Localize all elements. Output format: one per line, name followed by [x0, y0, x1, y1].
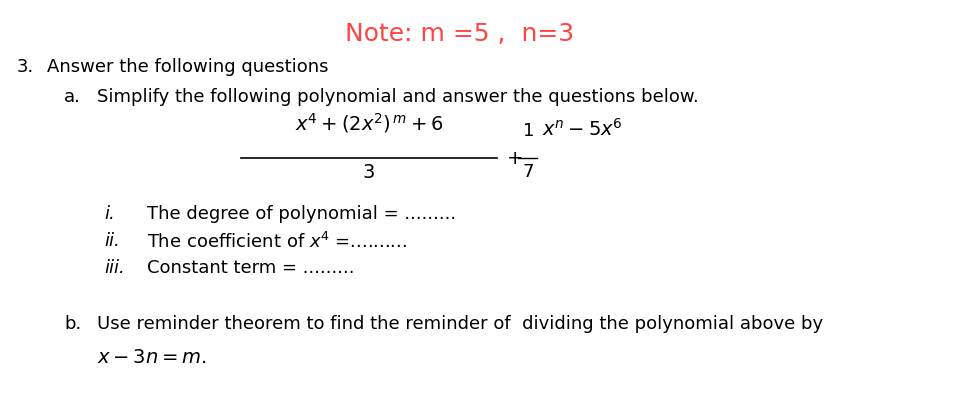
Text: iii.: iii. — [104, 259, 124, 277]
Text: The degree of polynomial = .........: The degree of polynomial = ......... — [147, 205, 456, 223]
Text: $x^4 + (2x^2)^{\,m} + 6$: $x^4 + (2x^2)^{\,m} + 6$ — [295, 111, 443, 135]
Text: Use reminder theorem to find the reminder of  dividing the polynomial above by: Use reminder theorem to find the reminde… — [97, 315, 823, 333]
Text: ii.: ii. — [104, 232, 120, 250]
Text: $7$: $7$ — [522, 163, 534, 181]
Text: $3$: $3$ — [363, 163, 375, 182]
Text: $x - 3n = m.$: $x - 3n = m.$ — [97, 348, 207, 367]
Text: a.: a. — [64, 88, 82, 106]
Text: Answer the following questions: Answer the following questions — [48, 58, 329, 76]
Text: 3.: 3. — [17, 58, 34, 76]
Text: i.: i. — [104, 205, 115, 223]
Text: Simplify the following polynomial and answer the questions below.: Simplify the following polynomial and an… — [97, 88, 699, 106]
Text: The coefficient of $x^4$ =..........: The coefficient of $x^4$ =.......... — [147, 232, 406, 252]
Text: $1$: $1$ — [522, 122, 534, 140]
Text: $x^n - 5x^6$: $x^n - 5x^6$ — [542, 118, 623, 140]
Text: Note: m =5 ,  n=3: Note: m =5 , n=3 — [345, 22, 574, 46]
Text: Constant term = .........: Constant term = ......... — [147, 259, 354, 277]
Text: b.: b. — [64, 315, 82, 333]
Text: $+$: $+$ — [506, 149, 522, 168]
